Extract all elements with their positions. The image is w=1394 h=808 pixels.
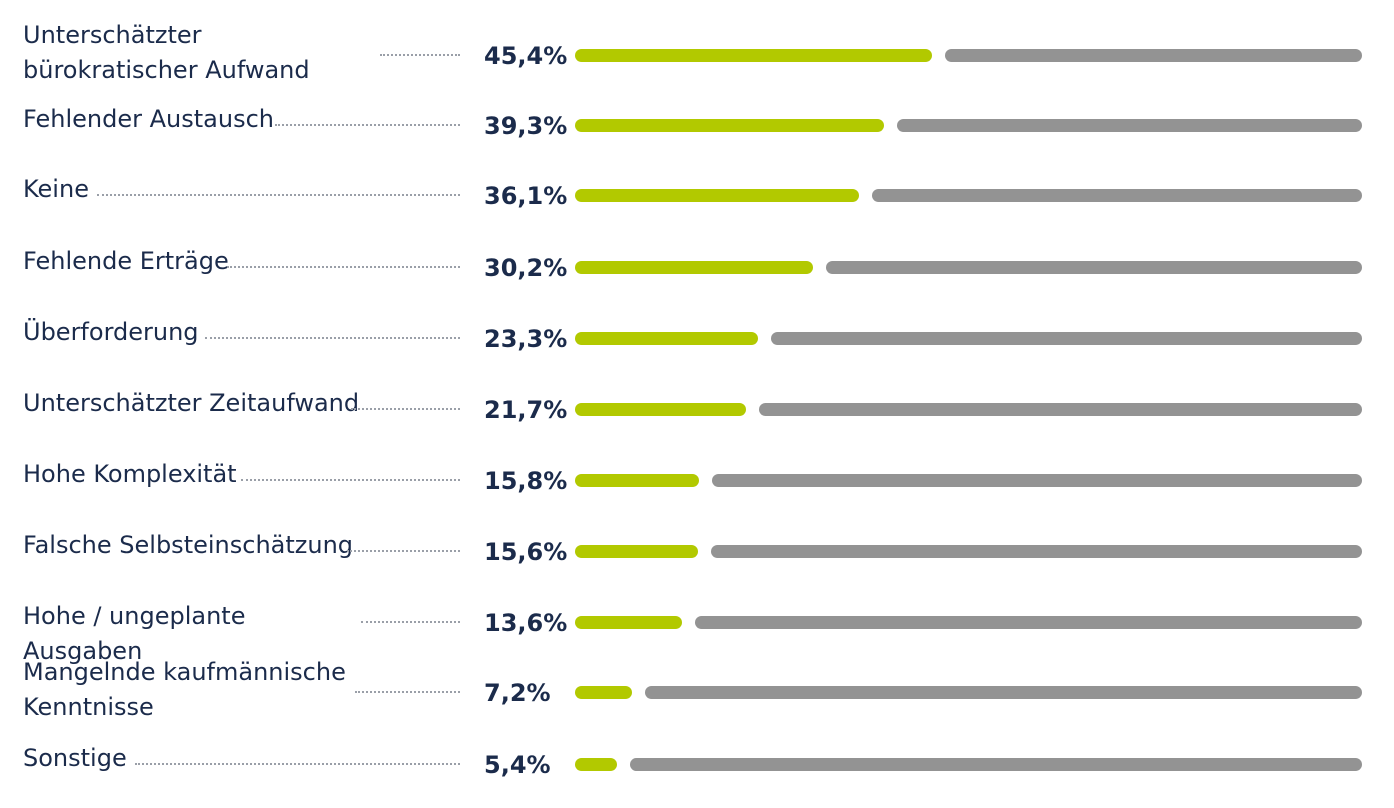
value-label: 30,2% — [484, 254, 568, 282]
remainder-bar — [872, 189, 1362, 202]
leader-dots — [355, 691, 460, 693]
value-label: 5,4% — [484, 751, 551, 779]
value-label: 7,2% — [484, 679, 551, 707]
leader-dots — [380, 54, 460, 56]
category-label: Falsche Selbsteinschätzung — [23, 531, 354, 559]
leader-dots — [227, 266, 460, 268]
leader-dots — [97, 194, 460, 196]
leader-dots — [361, 621, 460, 623]
leader-dots — [205, 337, 460, 339]
leader-dots — [351, 408, 460, 410]
category-label: Überforderung — [23, 318, 199, 346]
value-label: 15,6% — [484, 538, 568, 566]
value-label: 13,6% — [484, 609, 568, 637]
remainder-bar — [825, 261, 1362, 274]
remainder-bar — [630, 758, 1362, 771]
value-label: 36,1% — [484, 182, 568, 210]
category-label: Hohe / ungeplante Ausgaben — [23, 602, 246, 665]
category-label: Keine — [23, 175, 89, 203]
value-bar — [575, 49, 933, 62]
remainder-bar — [710, 545, 1362, 558]
value-label: 15,8% — [484, 467, 568, 495]
remainder-bar — [758, 403, 1362, 416]
value-bar — [575, 545, 698, 558]
leader-dots — [347, 550, 460, 552]
category-label: Unterschätzter Zeitaufwand — [23, 389, 360, 417]
value-label: 21,7% — [484, 396, 568, 424]
value-bar — [575, 474, 700, 487]
remainder-bar — [712, 474, 1362, 487]
leader-dots — [135, 763, 460, 765]
value-bar — [575, 189, 860, 202]
remainder-bar — [771, 332, 1362, 345]
category-label: Mangelnde kaufmännische Kenntnisse — [23, 658, 346, 721]
value-bar — [575, 403, 746, 416]
category-label: Unterschätzter bürokratischer Aufwand — [23, 21, 310, 84]
leader-dots — [275, 124, 460, 126]
value-bar — [575, 261, 813, 274]
value-bar — [575, 616, 683, 629]
category-label: Fehlender Austausch — [23, 105, 274, 133]
value-label: 23,3% — [484, 325, 568, 353]
value-bar — [575, 119, 885, 132]
value-bar — [575, 332, 759, 345]
category-label: Hohe Komplexität — [23, 460, 237, 488]
value-label: 45,4% — [484, 42, 568, 70]
value-bar — [575, 686, 632, 699]
leader-dots — [241, 479, 460, 481]
category-label: Fehlende Erträge — [23, 247, 229, 275]
remainder-bar — [695, 616, 1362, 629]
value-label: 39,3% — [484, 112, 568, 140]
remainder-bar — [897, 119, 1362, 132]
value-bar — [575, 758, 618, 771]
remainder-bar — [945, 49, 1362, 62]
category-label: Sonstige — [23, 744, 127, 772]
remainder-bar — [644, 686, 1362, 699]
